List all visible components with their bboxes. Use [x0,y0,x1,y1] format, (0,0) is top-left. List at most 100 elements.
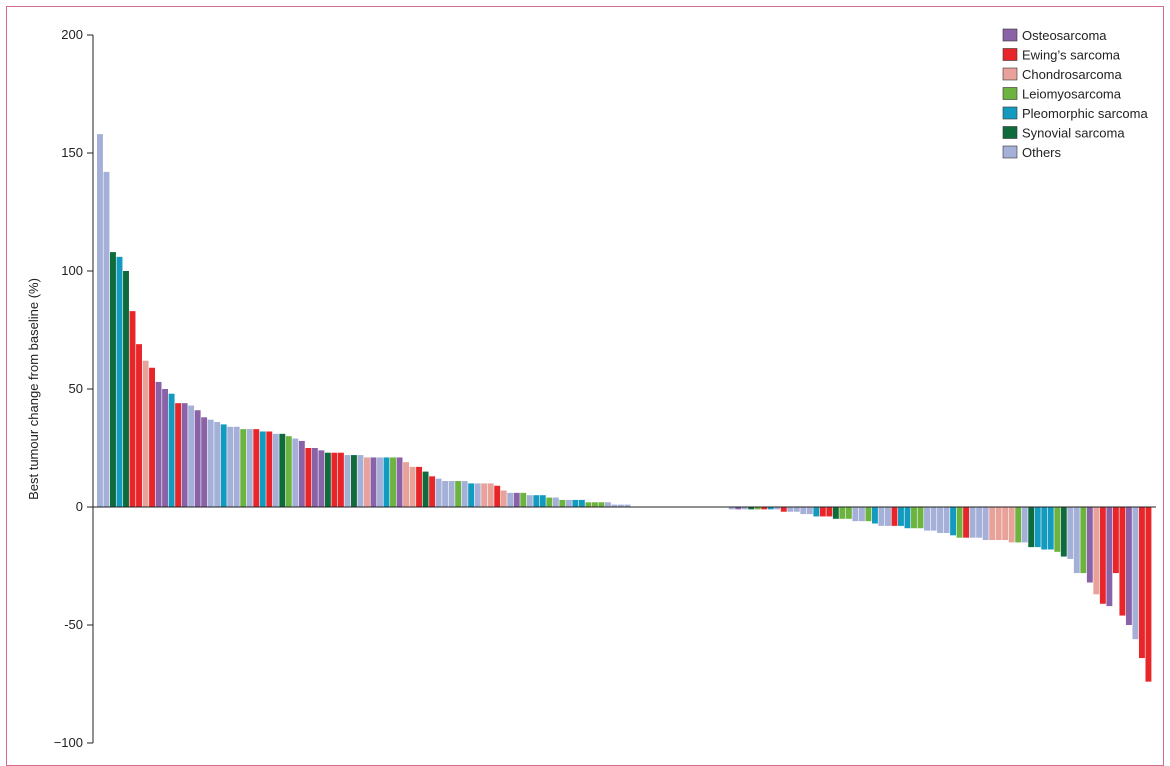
bar [898,507,904,526]
bar [1002,507,1009,541]
bar [377,457,383,507]
bar [370,457,377,507]
bar [1112,507,1119,574]
legend-swatch [1002,106,1018,120]
bar [552,497,559,507]
bar [806,507,813,515]
legend: Osteosarcoma Ewing’s sarcoma Chondrosarcom… [1002,28,1148,160]
bar [904,507,911,529]
bar [800,507,807,515]
legend-swatch [1002,145,1018,159]
bar [956,507,963,538]
bar [390,457,396,507]
bar [142,360,149,507]
bar [852,507,859,522]
bars [97,134,1152,682]
legend-label: Synovial sarcoma [1022,126,1125,141]
bar [813,507,820,517]
bar [409,466,416,507]
bar [832,507,839,519]
bar [950,507,957,536]
bar [930,507,937,531]
bar [1034,507,1041,548]
bar [526,495,533,507]
bar [741,507,748,510]
bar [455,481,462,507]
bar [123,271,129,507]
bar [207,419,214,507]
bar [1145,507,1152,682]
bar [344,455,351,507]
bar [97,134,103,507]
bar [1028,507,1035,548]
bar [1080,507,1087,574]
bar [1054,507,1061,552]
bar [155,381,162,507]
bar [227,426,234,507]
bar [937,507,943,533]
y-tick-label: 100 [61,263,83,278]
legend-label: Osteosarcoma [1022,28,1107,43]
bar [787,507,794,512]
bar [246,429,253,507]
bar [487,483,494,507]
y-tick-label: -50 [64,617,83,632]
bar [884,507,891,526]
bar [1073,507,1080,574]
bar [572,499,579,507]
bar [168,393,175,507]
bar [403,462,409,507]
bar [337,452,344,507]
bar [116,256,123,507]
bar [311,448,318,507]
bar [617,504,624,507]
bar [1041,507,1048,550]
bar [839,507,846,519]
bar [149,367,156,507]
bar [500,490,507,507]
bar [129,311,136,507]
bar [136,344,142,507]
bar [559,499,566,507]
bar [442,481,449,507]
bar [429,476,436,507]
bar [383,457,390,507]
bar [871,507,878,524]
bar [891,507,898,526]
y-tick-label: 200 [61,27,83,42]
bar [220,424,227,507]
bar [546,497,553,507]
bar [507,492,514,507]
bar [1015,507,1022,543]
bar [305,448,312,507]
bar [233,426,240,507]
bar [110,252,116,507]
bar [624,504,631,507]
legend-swatch [1002,87,1018,100]
bar [878,507,885,526]
bar [924,507,930,531]
bar [494,485,501,507]
y-tick-label: 50 [69,381,83,396]
legend-swatch [1002,126,1018,139]
bar [995,507,1002,541]
bar [774,507,781,510]
bar [285,436,292,507]
bar [396,457,403,507]
bar [162,389,169,507]
bar [331,452,338,507]
bar [539,495,546,507]
bar [1132,507,1139,640]
bar [591,502,598,507]
bar [350,455,357,507]
bar [298,440,305,507]
bar [103,171,110,507]
y-tick-label: 0 [76,499,83,514]
bar [611,504,618,507]
bar [1138,507,1145,659]
bar [435,478,442,507]
bar [1047,507,1054,550]
bar [520,492,527,507]
bar [761,507,768,510]
